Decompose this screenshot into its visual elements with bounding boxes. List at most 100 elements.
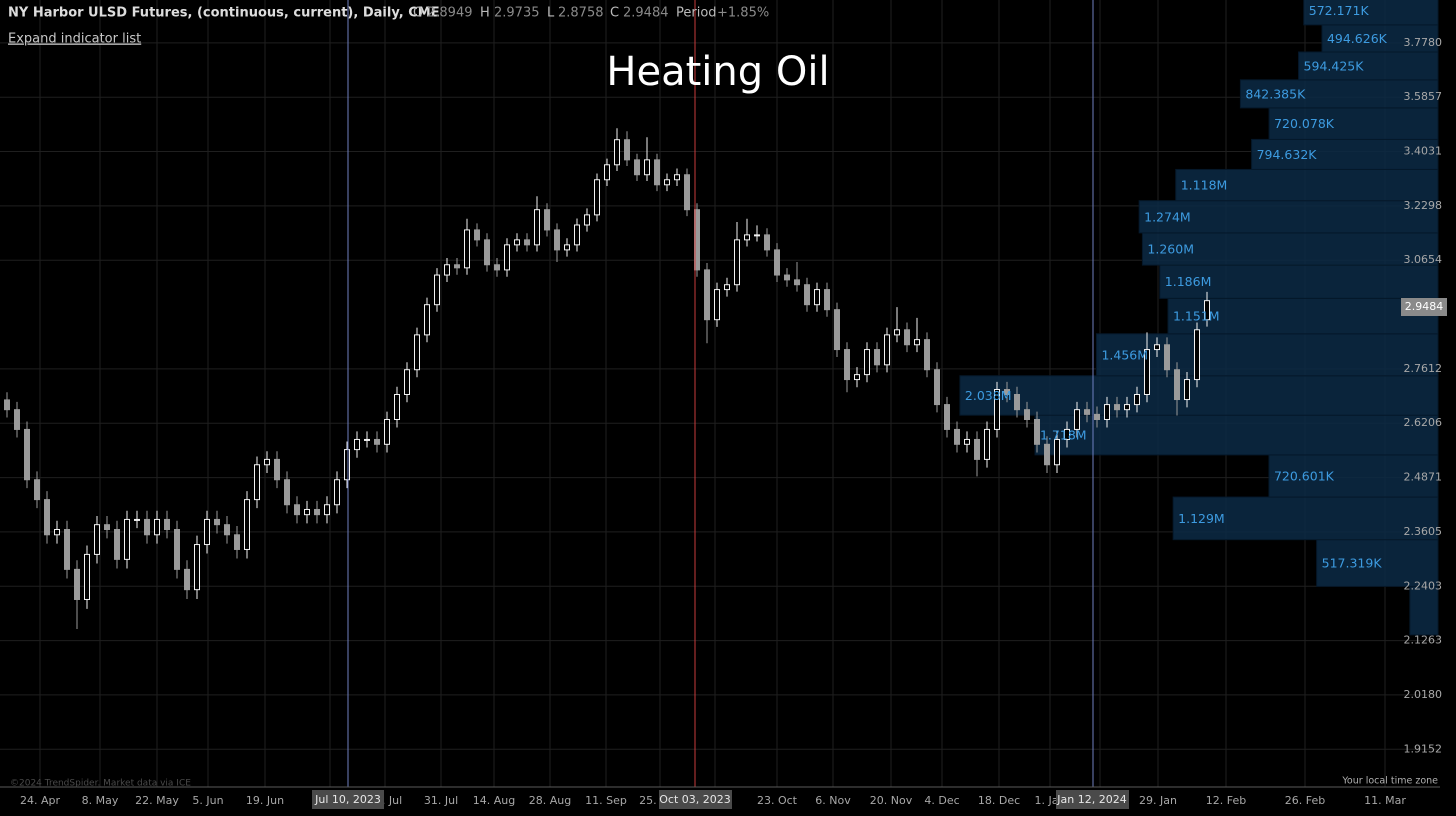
profile-bar — [1138, 200, 1439, 234]
candle-body — [724, 284, 730, 291]
candle-body — [804, 284, 810, 306]
x-tick-label: 18. Dec — [978, 794, 1020, 807]
candle-body — [614, 139, 620, 166]
candle-body — [514, 239, 520, 246]
expand-link[interactable]: Expand indicator list — [8, 32, 141, 47]
candle-body — [604, 164, 610, 181]
candle-body — [874, 349, 880, 366]
candle-body — [164, 518, 170, 530]
candle-body — [934, 369, 940, 406]
candle-body — [624, 139, 630, 161]
volume-profile — [959, 0, 1439, 636]
profile-label: 1.118M — [1181, 178, 1228, 193]
profile-label: 794.632K — [1257, 147, 1318, 162]
profile-bar — [959, 375, 1439, 416]
labels: 3.7780 3.5857 3.4031 3.2298 3.0654 2.7612 2.62… — [20, 3, 1442, 807]
x-tick-label: 20. Nov — [870, 794, 913, 807]
candles — [4, 128, 1210, 630]
profile-bar — [1159, 264, 1439, 299]
candle-body — [354, 438, 360, 451]
candle-body — [754, 234, 760, 237]
candle-body — [474, 229, 480, 241]
profile-bar — [1034, 414, 1439, 456]
candle-body — [304, 508, 310, 516]
x-tick-label: 26. Feb — [1285, 794, 1325, 807]
profile-bar — [1321, 24, 1439, 53]
candle-body — [924, 339, 930, 371]
x-tick-label: 23. Oct — [757, 794, 798, 807]
candle-body — [234, 534, 240, 550]
candle-body — [584, 214, 590, 226]
candle-body — [504, 244, 510, 271]
candle-body — [634, 159, 640, 176]
x-tick-label: 28. Aug — [529, 794, 571, 807]
candle-body — [974, 438, 980, 460]
chart-title: Heating Oil — [606, 49, 829, 95]
profile-label: 1.151M — [1173, 309, 1220, 324]
period-key: Period — [676, 6, 717, 21]
ohlc-key: L — [547, 6, 555, 21]
symbol: NY Harbor ULSD Futures, (continuous, cur… — [8, 6, 440, 21]
candle-body — [414, 334, 420, 371]
profile-bar — [1095, 333, 1439, 377]
profile-label: 1.260M — [1147, 241, 1194, 256]
candle-body — [794, 279, 800, 286]
profile-label: 572.171K — [1309, 3, 1370, 18]
candle-body — [54, 528, 60, 536]
candle-body — [744, 234, 750, 241]
ohlc-value: 2.8949 — [427, 6, 473, 21]
candle-body — [274, 458, 280, 481]
candle-body — [84, 553, 90, 600]
x-tick-label: 12. Feb — [1206, 794, 1246, 807]
candle-body — [264, 458, 270, 466]
candle-body — [844, 349, 850, 381]
profile-label: 594.425K — [1304, 58, 1365, 73]
x-tick-label: 6. Nov — [815, 794, 851, 807]
profile-label: 1.129M — [1178, 511, 1225, 526]
candle-body — [64, 528, 70, 570]
candle-body — [704, 269, 710, 321]
candle-body — [1184, 379, 1190, 401]
profile-bar — [1172, 496, 1439, 541]
price-tag: 2.9484 — [1401, 298, 1447, 316]
candle-body — [194, 544, 200, 591]
profile-bar — [1167, 297, 1439, 335]
candle-body — [424, 304, 430, 336]
candle-body — [1064, 428, 1070, 440]
candle-body — [284, 479, 290, 506]
candle-body — [444, 264, 450, 276]
candle-body — [294, 504, 300, 516]
candle-body — [494, 264, 500, 271]
profile-bar — [1409, 585, 1439, 636]
profile-label: 1.718M — [1040, 428, 1087, 443]
candle-body — [224, 524, 230, 536]
ohlc-key: C — [610, 6, 619, 21]
y-tick-label: 2.6206 — [1404, 416, 1443, 429]
candle-body — [784, 274, 790, 281]
candle-body — [834, 309, 840, 351]
profile-bar — [1141, 232, 1439, 266]
candle-body — [564, 244, 570, 251]
candle-body — [1114, 404, 1120, 411]
y-tick-label: 2.3605 — [1404, 525, 1443, 538]
candle-body — [1154, 344, 1160, 351]
profile-bar — [1268, 454, 1439, 498]
profile-label: 2.038M — [965, 388, 1012, 403]
candle-body — [334, 479, 340, 506]
y-tick-label: 3.2298 — [1404, 199, 1443, 212]
marker-label: Jul 10, 2023 — [314, 793, 381, 806]
x-tick-label: 4. Dec — [924, 794, 959, 807]
candle-body — [764, 234, 770, 251]
candle-body — [104, 524, 110, 530]
y-tick-label: 3.0654 — [1404, 253, 1443, 266]
profile-bar — [1303, 0, 1439, 26]
ohlc-key: O — [413, 6, 423, 21]
candle-body — [994, 388, 1000, 430]
period-value: +1.85% — [717, 6, 769, 21]
candle-body — [1054, 438, 1060, 466]
candle-body — [74, 568, 80, 600]
candle-body — [954, 428, 960, 445]
x-tick-label: 8. May — [82, 794, 119, 807]
candle-body — [824, 289, 830, 311]
candle-body — [204, 518, 210, 546]
